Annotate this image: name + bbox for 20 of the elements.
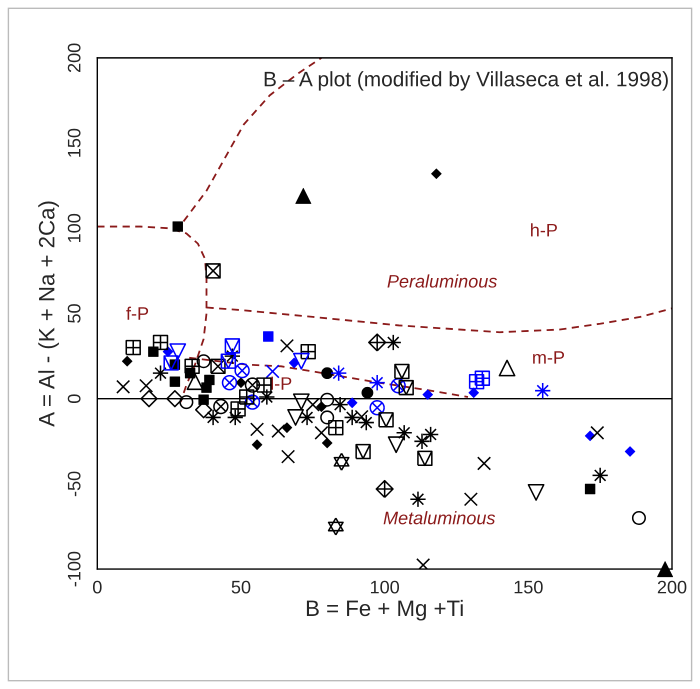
annotation: h-P bbox=[531, 223, 557, 236]
y-axis-title: A = Al - (K + Na + 2Ca) bbox=[38, 202, 59, 427]
annotation: m-P bbox=[533, 351, 564, 364]
y-tick-label: 200 bbox=[68, 44, 81, 72]
y-tick-label: 0 bbox=[68, 394, 81, 404]
annotation: f-P bbox=[126, 306, 148, 320]
x-tick-label: 50 bbox=[232, 580, 250, 594]
y-tick-label: 50 bbox=[68, 304, 81, 323]
x-axis-title: B = Fe + Mg +Ti bbox=[306, 600, 463, 621]
annotation: Peraluminous bbox=[387, 274, 497, 288]
y-tick-label: -100 bbox=[68, 552, 81, 586]
x-tick-label: 100 bbox=[370, 580, 400, 594]
x-tick-label: 0 bbox=[92, 580, 102, 594]
y-tick-label: -50 bbox=[68, 472, 81, 496]
y-tick-label: 150 bbox=[68, 128, 81, 157]
y-tick-label: 100 bbox=[68, 214, 81, 242]
x-tick-label: 200 bbox=[658, 580, 686, 594]
text: B – A plot (modified by Villaseca et al. 1998) bbox=[264, 71, 668, 91]
x-tick-label: 150 bbox=[514, 580, 543, 594]
annotation: Metaluminous bbox=[384, 511, 496, 524]
